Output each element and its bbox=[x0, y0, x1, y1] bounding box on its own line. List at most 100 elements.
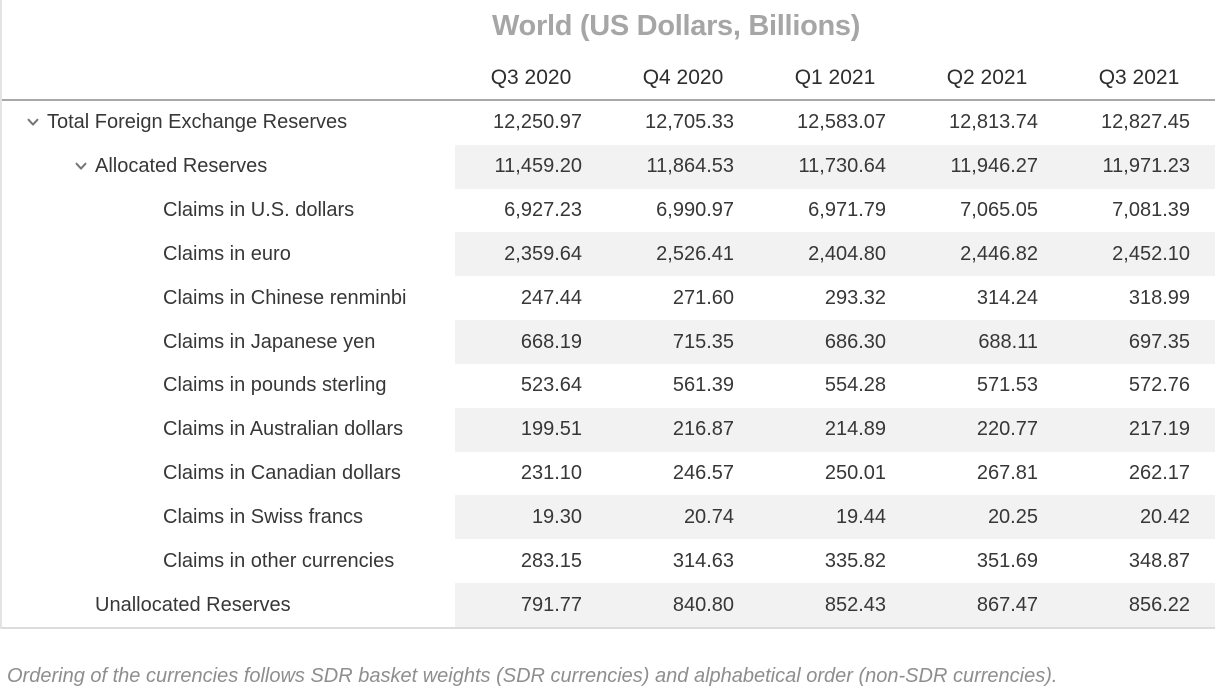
value-cell: 715.35 bbox=[672, 330, 734, 353]
value-cell: 668.19 bbox=[520, 330, 582, 353]
footnote: Ordering of the currencies follows SDR b… bbox=[7, 664, 1058, 687]
row-label-area: Claims in other currencies bbox=[0, 539, 455, 583]
value-cell: 217.19 bbox=[1128, 418, 1190, 441]
row-values: 247.44 271.60 293.32 314.24 318.99 bbox=[455, 276, 1215, 320]
value-cell: 335.82 bbox=[824, 549, 886, 572]
row-label: Claims in U.S. dollars bbox=[163, 199, 355, 222]
value-cell: 283.15 bbox=[520, 549, 582, 572]
value-cell: 216.87 bbox=[672, 418, 734, 441]
row-values: 199.51 216.87 214.89 220.77 217.19 bbox=[455, 407, 1215, 452]
value-cell: 867.47 bbox=[976, 593, 1038, 616]
table-row: Claims in Chinese renminbi 247.44 271.60… bbox=[0, 276, 1215, 320]
footer-divider bbox=[0, 626, 1215, 629]
row-label-area: Unallocated Reserves bbox=[0, 583, 455, 627]
value-cell: 293.32 bbox=[824, 286, 886, 309]
table-row: Claims in other currencies 283.15 314.63… bbox=[0, 539, 1215, 583]
row-label: Claims in other currencies bbox=[163, 549, 395, 572]
row-label: Claims in Swiss francs bbox=[163, 505, 364, 528]
value-cell: 840.80 bbox=[672, 593, 734, 616]
column-header-q1-2021: Q1 2021 bbox=[794, 66, 876, 89]
row-values: 791.77 840.80 852.43 867.47 856.22 bbox=[455, 583, 1215, 627]
value-cell: 351.69 bbox=[976, 549, 1038, 572]
table-body: Total Foreign Exchange Reserves 12,250.9… bbox=[0, 101, 1215, 627]
value-cell: 12,250.97 bbox=[493, 111, 582, 134]
table-row: Allocated Reserves 11,459.20 11,864.53 1… bbox=[0, 144, 1215, 189]
chevron-down-icon[interactable] bbox=[75, 162, 87, 171]
value-cell: 852.43 bbox=[824, 593, 886, 616]
value-cell: 262.17 bbox=[1128, 462, 1190, 485]
row-values: 12,250.97 12,705.33 12,583.07 12,813.74 … bbox=[455, 101, 1215, 145]
row-values: 523.64 561.39 554.28 571.53 572.76 bbox=[455, 364, 1215, 408]
row-label-area: Total Foreign Exchange Reserves bbox=[0, 101, 455, 145]
column-header-q3-2020: Q3 2020 bbox=[490, 66, 572, 89]
value-cell: 314.63 bbox=[672, 549, 734, 572]
page-title: World (US Dollars, Billions) bbox=[492, 10, 861, 42]
column-headers: Q3 2020 Q4 2020 Q1 2021 Q2 2021 Q3 2021 bbox=[455, 66, 1215, 99]
column-header-row: Q3 2020 Q4 2020 Q1 2021 Q2 2021 Q3 2021 bbox=[0, 0, 1231, 99]
table-row: Total Foreign Exchange Reserves 12,250.9… bbox=[0, 101, 1215, 145]
value-cell: 220.77 bbox=[976, 418, 1038, 441]
value-cell: 20.42 bbox=[1139, 505, 1190, 528]
row-values: 11,459.20 11,864.53 11,730.64 11,946.27 … bbox=[455, 144, 1215, 189]
value-cell: 7,065.05 bbox=[960, 199, 1038, 222]
row-label-area: Claims in euro bbox=[0, 232, 455, 276]
table-row: Unallocated Reserves 791.77 840.80 852.4… bbox=[0, 583, 1215, 627]
value-cell: 11,459.20 bbox=[494, 155, 583, 178]
value-cell: 688.11 bbox=[978, 330, 1038, 353]
table-row: Claims in Australian dollars 199.51 216.… bbox=[0, 407, 1215, 452]
row-values: 6,927.23 6,990.97 6,971.79 7,065.05 7,08… bbox=[455, 189, 1215, 233]
header-divider bbox=[0, 99, 1215, 101]
value-cell: 2,452.10 bbox=[1112, 242, 1190, 265]
table-row: Claims in Swiss francs 19.30 20.74 19.44… bbox=[0, 495, 1215, 540]
value-cell: 348.87 bbox=[1128, 549, 1190, 572]
value-cell: 856.22 bbox=[1128, 593, 1190, 616]
left-border bbox=[0, 0, 2, 629]
row-label-area: Claims in Chinese renminbi bbox=[0, 276, 455, 320]
value-cell: 697.35 bbox=[1128, 330, 1190, 353]
value-cell: 231.10 bbox=[520, 462, 582, 485]
row-label-area: Claims in Japanese yen bbox=[0, 320, 455, 364]
value-cell: 271.60 bbox=[672, 286, 734, 309]
row-label: Claims in Australian dollars bbox=[163, 418, 404, 441]
row-values: 231.10 246.57 250.01 267.81 262.17 bbox=[455, 452, 1215, 496]
value-cell: 250.01 bbox=[824, 462, 886, 485]
chevron-down-icon[interactable] bbox=[27, 118, 39, 127]
row-values: 283.15 314.63 335.82 351.69 348.87 bbox=[455, 539, 1215, 583]
value-cell: 20.74 bbox=[683, 505, 734, 528]
row-values: 2,359.64 2,526.41 2,404.80 2,446.82 2,45… bbox=[455, 232, 1215, 277]
value-cell: 2,359.64 bbox=[504, 242, 582, 265]
row-values: 19.30 20.74 19.44 20.25 20.42 bbox=[455, 495, 1215, 540]
value-cell: 12,827.45 bbox=[1101, 111, 1190, 134]
value-cell: 246.57 bbox=[672, 462, 734, 485]
value-cell: 11,946.27 bbox=[950, 155, 1039, 178]
value-cell: 314.24 bbox=[976, 286, 1038, 309]
value-cell: 6,971.79 bbox=[808, 199, 886, 222]
row-label: Total Foreign Exchange Reserves bbox=[47, 111, 348, 134]
value-cell: 6,927.23 bbox=[504, 199, 582, 222]
value-cell: 12,705.33 bbox=[645, 111, 734, 134]
value-cell: 19.30 bbox=[531, 505, 582, 528]
value-cell: 247.44 bbox=[520, 286, 582, 309]
column-header-q3-2021: Q3 2021 bbox=[1098, 66, 1180, 89]
value-cell: 2,526.41 bbox=[656, 242, 734, 265]
row-label: Claims in euro bbox=[163, 242, 291, 265]
table-row: Claims in pounds sterling 523.64 561.39 … bbox=[0, 364, 1215, 408]
value-cell: 199.51 bbox=[520, 418, 582, 441]
value-cell: 20.25 bbox=[987, 505, 1038, 528]
column-header-q2-2021: Q2 2021 bbox=[946, 66, 1028, 89]
row-label: Unallocated Reserves bbox=[95, 593, 291, 616]
value-cell: 791.77 bbox=[520, 593, 582, 616]
value-cell: 6,990.97 bbox=[656, 199, 734, 222]
row-label-area: Claims in Swiss francs bbox=[0, 495, 455, 539]
row-label: Claims in pounds sterling bbox=[163, 374, 387, 397]
column-header-q4-2020: Q4 2020 bbox=[642, 66, 724, 89]
table-row: Claims in U.S. dollars 6,927.23 6,990.97… bbox=[0, 189, 1215, 233]
value-cell: 2,404.80 bbox=[808, 242, 886, 265]
value-cell: 19.44 bbox=[835, 505, 886, 528]
table-row: Claims in Canadian dollars 231.10 246.57… bbox=[0, 452, 1215, 496]
value-cell: 554.28 bbox=[824, 374, 886, 397]
value-cell: 11,730.64 bbox=[798, 155, 887, 178]
value-cell: 12,583.07 bbox=[797, 111, 886, 134]
value-cell: 214.89 bbox=[824, 418, 886, 441]
